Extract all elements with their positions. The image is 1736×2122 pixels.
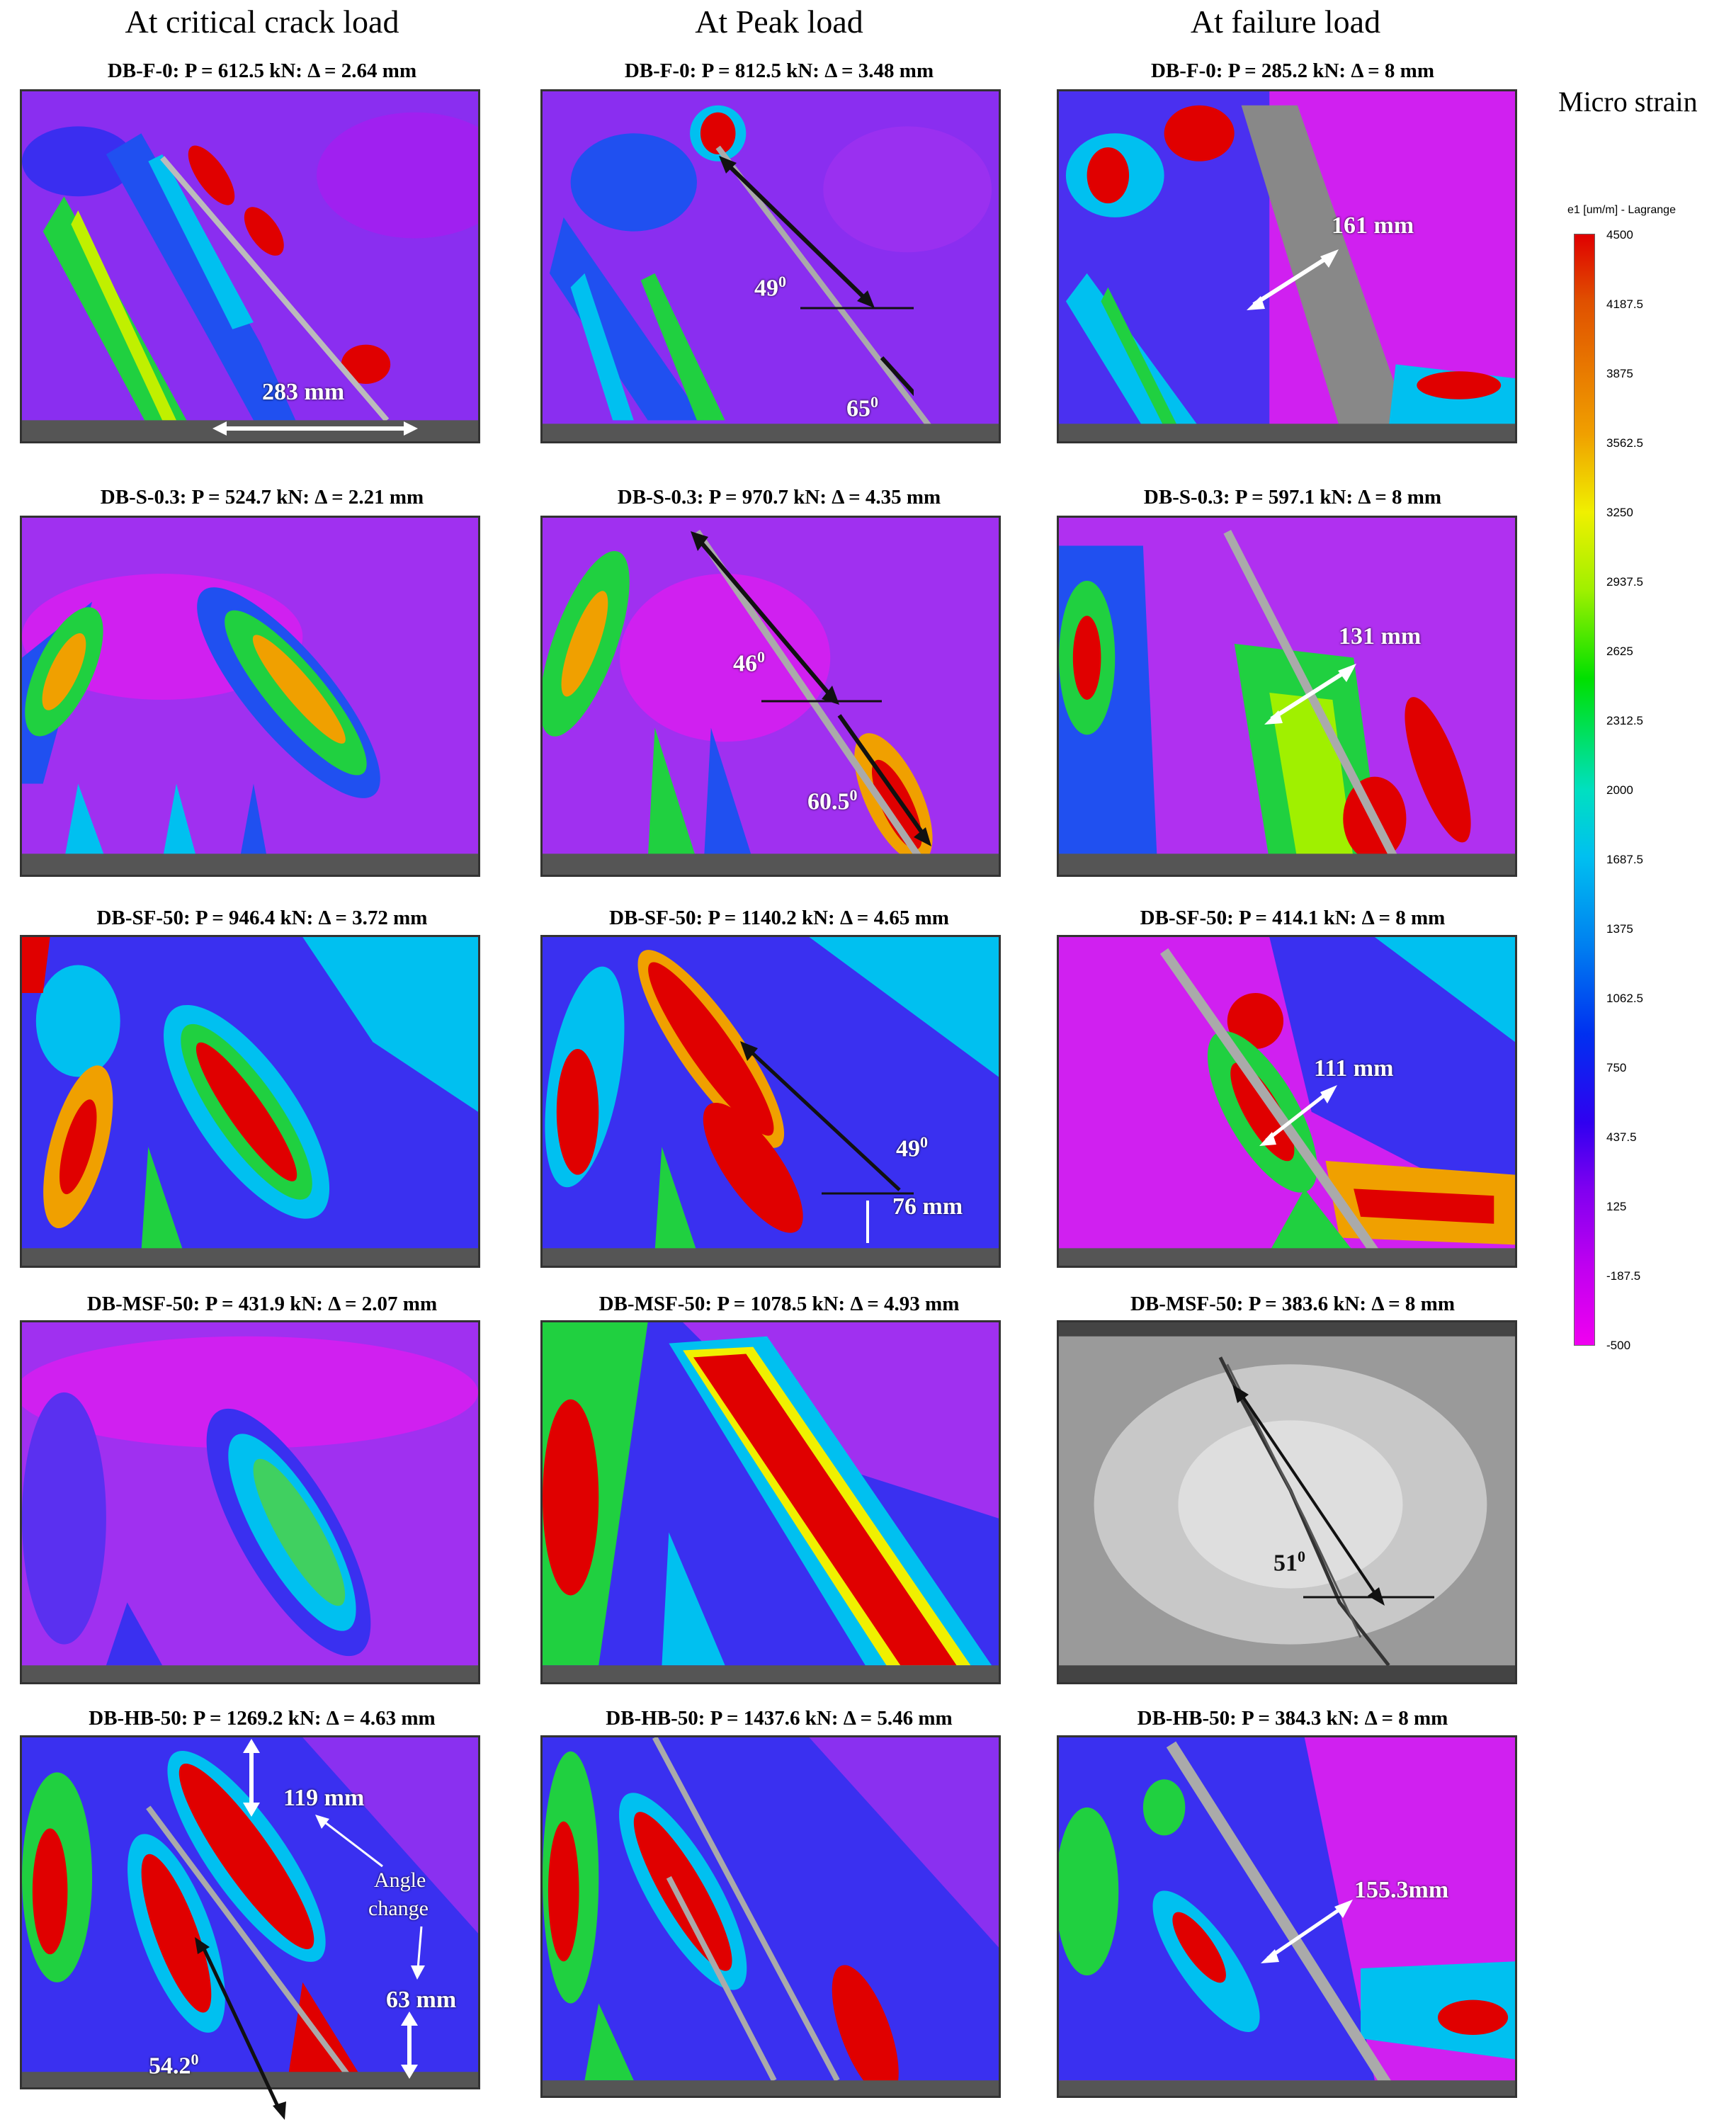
angle-arrows-f0-peak: [719, 156, 914, 397]
dimension-arrow-s03-failure: [1264, 664, 1356, 725]
caption-s03-peak: DB-S-0.3: P = 970.7 kN: Δ = 4.35 mm: [617, 486, 941, 509]
label-hb50-critical-width1: 119 mm: [283, 1785, 365, 1811]
dimension-arrow-hb50-failure: [1261, 1900, 1353, 1963]
dimension-arrow-f0-critical: [212, 421, 418, 436]
label-s03-failure-width: 131 mm: [1339, 623, 1422, 649]
legend-tick: 3250: [1606, 506, 1633, 519]
label-s03-peak-angle1: 460: [733, 648, 765, 677]
legend-tick: 3875: [1606, 367, 1633, 380]
strain-map-hb50-peak: [540, 1735, 1001, 2098]
legend-label: e1 [um/m] - Lagrange: [1567, 204, 1676, 216]
label-hb50-angle-note2: change: [368, 1897, 429, 1920]
legend-tick: 2000: [1606, 783, 1633, 797]
legend-title: Micro strain: [1558, 86, 1698, 118]
strain-map-f0-failure: [1057, 89, 1517, 443]
label-f0-peak-angle1: 490: [754, 273, 786, 302]
column-header-peak: At Peak load: [695, 4, 863, 40]
legend-tick: 750: [1606, 1061, 1627, 1074]
legend-tick: 2625: [1606, 645, 1633, 658]
dimension-arrow-hb50-top: [243, 1739, 260, 1817]
strain-map-msf50-peak: [540, 1320, 1001, 1684]
legend-tick: 4187.5: [1606, 297, 1643, 311]
angle-arrows-sf50-peak: [740, 1041, 914, 1243]
column-header-failure: At failure load: [1190, 4, 1381, 40]
caption-msf50-critical: DB-MSF-50: P = 431.9 kN: Δ = 2.07 mm: [86, 1293, 438, 1315]
strain-map-msf50-critical: [20, 1320, 480, 1684]
legend-tick: 1687.5: [1606, 853, 1643, 866]
legend-tick: 4500: [1606, 228, 1633, 242]
caption-f0-failure: DB-F-0: P = 285.2 kN: Δ = 8 mm: [1150, 59, 1434, 82]
caption-hb50-critical: DB-HB-50: P = 1269.2 kN: Δ = 4.63 mm: [89, 1707, 436, 1730]
label-hb50-failure-width: 155.3mm: [1354, 1877, 1449, 1903]
label-f0-critical-width: 283 mm: [262, 379, 345, 405]
caption-sf50-peak: DB-SF-50: P = 1140.2 kN: Δ = 4.65 mm: [609, 907, 949, 929]
label-sf50-peak-width: 76 mm: [892, 1193, 963, 1220]
dimension-arrow-hb50-bottom: [401, 2012, 418, 2079]
legend-tick: 2937.5: [1606, 575, 1643, 589]
label-hb50-critical-angle: 54.20: [149, 2050, 199, 2080]
label-sf50-failure-width: 111 mm: [1314, 1055, 1394, 1082]
dimension-arrow-f0-failure: [1247, 249, 1339, 310]
strain-map-s03-peak: [540, 516, 1001, 877]
strain-map-sf50-critical: [20, 935, 480, 1268]
column-header-critical: At critical crack load: [125, 4, 399, 40]
caption-sf50-critical: DB-SF-50: P = 946.4 kN: Δ = 3.72 mm: [96, 907, 428, 929]
caption-sf50-failure: DB-SF-50: P = 414.1 kN: Δ = 8 mm: [1140, 907, 1446, 929]
legend-tick: -500: [1606, 1339, 1631, 1352]
caption-msf50-peak: DB-MSF-50: P = 1078.5 kN: Δ = 4.93 mm: [598, 1293, 960, 1315]
label-f0-peak-angle2: 650: [846, 393, 878, 422]
legend-tick: -187.5: [1606, 1269, 1641, 1283]
dimension-arrow-sf50-failure: [1259, 1085, 1337, 1146]
label-f0-failure-width: 161 mm: [1332, 212, 1414, 239]
caption-msf50-failure: DB-MSF-50: P = 383.6 kN: Δ = 8 mm: [1130, 1293, 1455, 1315]
label-hb50-critical-width2: 63 mm: [386, 1987, 457, 2013]
caption-hb50-failure: DB-HB-50: P = 384.3 kN: Δ = 8 mm: [1137, 1707, 1448, 1730]
caption-s03-critical: DB-S-0.3: P = 524.7 kN: Δ = 2.21 mm: [100, 486, 424, 509]
label-msf50-failure-angle: 510: [1273, 1548, 1305, 1577]
strain-map-hb50-failure: [1057, 1735, 1517, 2098]
legend-tick: 1375: [1606, 922, 1633, 936]
label-hb50-angle-note1: Angle: [374, 1868, 426, 1892]
angle-arrow-hb50-critical: [195, 1937, 286, 2120]
label-s03-peak-angle2: 60.50: [807, 786, 858, 815]
strain-map-s03-critical: [20, 516, 480, 877]
strain-map-f0-critical: [20, 89, 480, 443]
caption-f0-peak: DB-F-0: P = 812.5 kN: Δ = 3.48 mm: [624, 59, 934, 82]
angle-arrows-s03-peak: [691, 531, 931, 846]
caption-s03-failure: DB-S-0.3: P = 597.1 kN: Δ = 8 mm: [1143, 486, 1442, 509]
photo-msf50-failure: [1057, 1320, 1517, 1684]
caption-hb50-peak: DB-HB-50: P = 1437.6 kN: Δ = 5.46 mm: [606, 1707, 953, 1730]
caption-f0-critical: DB-F-0: P = 612.5 kN: Δ = 2.64 mm: [107, 59, 417, 82]
legend-tick: 2312.5: [1606, 714, 1643, 727]
strain-map-f0-peak: [540, 89, 1001, 443]
note-pointer-arrows-hb50: [315, 1815, 425, 1980]
legend-tick: 1062.5: [1606, 992, 1643, 1005]
legend-tick: 437.5: [1606, 1130, 1637, 1144]
legend-colorbar: [1574, 234, 1595, 1346]
strain-map-sf50-peak: [540, 935, 1001, 1268]
legend-tick: 3562.5: [1606, 436, 1643, 450]
strain-map-s03-failure: [1057, 516, 1517, 877]
legend-tick: 125: [1606, 1200, 1627, 1213]
strain-map-sf50-failure: [1057, 935, 1517, 1268]
angle-arrows-msf50-failure: [1232, 1385, 1434, 1606]
label-sf50-peak-angle: 490: [896, 1133, 928, 1162]
